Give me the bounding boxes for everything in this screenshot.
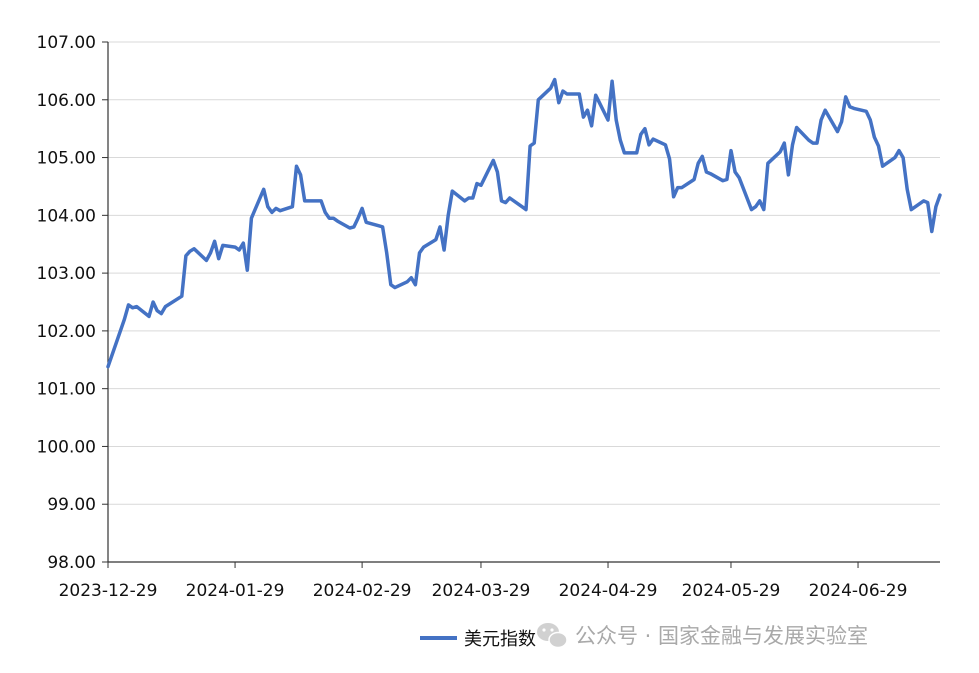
legend: 美元指数 xyxy=(420,629,536,650)
y-tick-label: 102.00 xyxy=(37,322,96,342)
series-line xyxy=(106,77,942,369)
series-group xyxy=(106,77,942,369)
x-axis: 2023-12-29 2024-01-29 2024-02-29 2024-03-29… xyxy=(59,42,940,601)
y-tick-label: 101.00 xyxy=(37,380,96,400)
y-tick-label: 104.00 xyxy=(37,206,96,226)
y-tick-label: 105.00 xyxy=(37,149,96,169)
x-tick-label: 2024-04-29 xyxy=(559,581,658,601)
wechat-icon xyxy=(537,623,568,649)
x-tick-label: 2024-02-29 xyxy=(313,581,412,601)
legend-label: 美元指数 xyxy=(464,629,536,650)
watermark-text: 公众号 · 国家金融与发展实验室 xyxy=(575,624,868,648)
y-tick-label: 107.00 xyxy=(37,33,96,53)
watermark: 公众号 · 国家金融与发展实验室 xyxy=(537,623,868,649)
x-tick-label: 2024-03-29 xyxy=(432,581,531,601)
y-tick-label: 98.00 xyxy=(47,553,96,573)
y-tick-label: 106.00 xyxy=(37,91,96,111)
x-tick-label: 2024-06-29 xyxy=(809,581,908,601)
x-tick-label: 2024-05-29 xyxy=(682,581,781,601)
y-tick-label: 99.00 xyxy=(47,495,96,515)
y-axis: 98.00 99.00 100.00 101.00 102.00 103.00 104.00… xyxy=(37,33,108,573)
x-tick-label: 2024-01-29 xyxy=(186,581,285,601)
gridlines xyxy=(108,41,940,505)
y-tick-label: 100.00 xyxy=(37,437,96,457)
y-tick-label: 103.00 xyxy=(37,264,96,284)
x-tick-label: 2023-12-29 xyxy=(59,581,158,601)
